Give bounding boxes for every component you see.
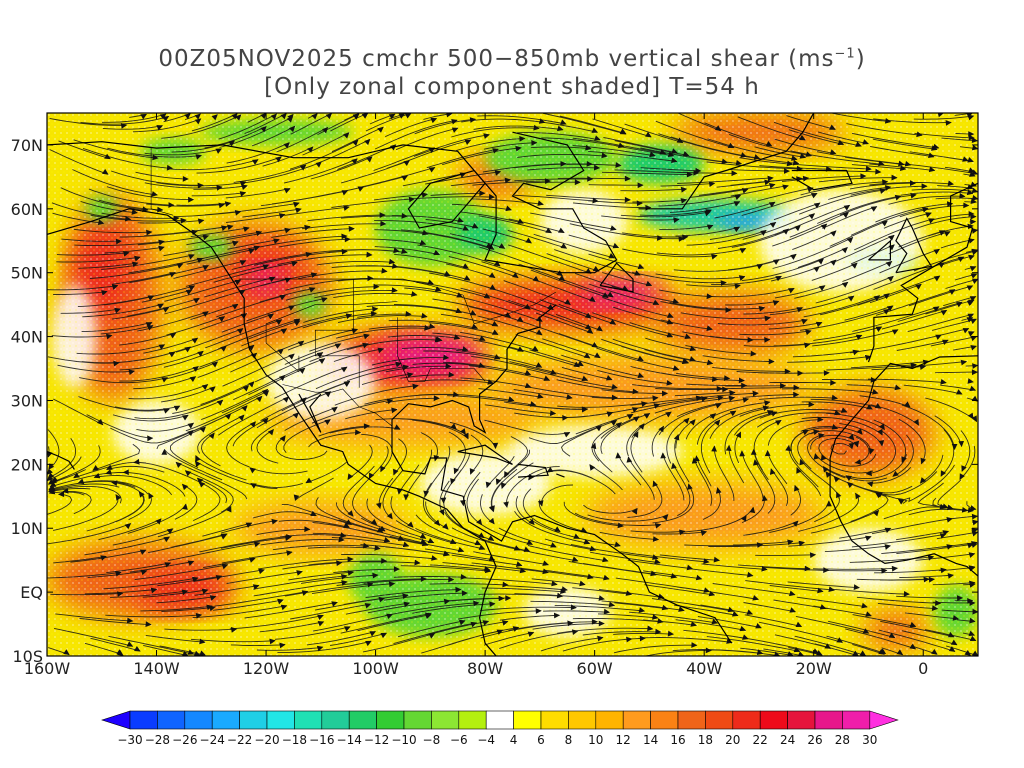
longitude-tick-label: 100W [352, 659, 399, 678]
colorbar-swatch [129, 710, 158, 730]
colorbar-label: 10 [588, 733, 603, 747]
colorbar-label: 24 [780, 733, 795, 747]
colorbar-label: −30 [117, 733, 142, 747]
colorbar-label: 26 [807, 733, 822, 747]
plot-title-line1: 00Z05NOV2025 cmchr 500−850mb vertical sh… [0, 46, 1024, 72]
streamline-arrowheads [47, 113, 978, 656]
colorbar-swatch [705, 710, 734, 730]
colorbar-swatch [595, 710, 624, 730]
latitude-tick-label: 40N [11, 328, 43, 347]
colorbar-label: 16 [670, 733, 685, 747]
colorbar-label: −14 [337, 733, 362, 747]
colorbar-label: 28 [835, 733, 850, 747]
latitude-tick-label: 10N [11, 519, 43, 538]
title-unit-exponent: −1 [834, 46, 856, 62]
colorbar-swatch [787, 710, 816, 730]
colorbar-swatch [321, 710, 350, 730]
latitude-tick-label: EQ [20, 583, 43, 602]
latitude-tick-label: 20N [11, 455, 43, 474]
colorbar-label: −20 [254, 733, 279, 747]
longitude-axis: 160W 140W 120W 100W 80W 60W 40W 20W 0 [24, 113, 928, 678]
title-line1-suffix: ) [855, 46, 866, 72]
colorbar-label: 18 [698, 733, 713, 747]
colorbar-label: −22 [227, 733, 252, 747]
colorbar-swatch [348, 710, 377, 730]
colorbar-label: 30 [862, 733, 877, 747]
map-plot-area [47, 113, 978, 656]
longitude-tick-label: 60W [577, 659, 613, 678]
colorbar-label: −8 [423, 733, 441, 747]
longitude-tick-label: 20W [796, 659, 832, 678]
colorbar-swatch [184, 710, 213, 730]
colorbar-label: −18 [282, 733, 307, 747]
streamlines [47, 113, 978, 656]
colorbar-label: −10 [391, 733, 416, 747]
colorbar-swatch [650, 710, 679, 730]
colorbar-label: −12 [364, 733, 389, 747]
longitude-tick-label: 120W [243, 659, 290, 678]
colorbar-swatch [732, 710, 761, 730]
title-line1-prefix: 00Z05NOV2025 cmchr 500−850mb vertical sh… [158, 46, 835, 72]
colorbar-swatch [842, 710, 871, 730]
colorbar-swatch [157, 710, 186, 730]
colorbar-label: 8 [565, 733, 573, 747]
political-borders [150, 148, 557, 427]
colorbar-swatch [513, 710, 542, 730]
colorbar-max-arrow [869, 710, 899, 730]
colorbar-label: −16 [309, 733, 334, 747]
longitude-tick-label: 160W [24, 659, 71, 678]
longitude-tick-label: 140W [133, 659, 180, 678]
latitude-axis: 70N 60N 50N 40N 30N 20N 10N EQ 10S [11, 136, 978, 666]
colorbar-swatch [239, 710, 268, 730]
colorbar-min-arrow [101, 710, 131, 730]
latitude-tick-label: 30N [11, 391, 43, 410]
latitude-tick-label: 70N [11, 136, 43, 155]
colorbar-swatch [759, 710, 788, 730]
map-frame [46, 112, 979, 657]
colorbar-label: −6 [450, 733, 468, 747]
colorbar-swatch [677, 710, 706, 730]
colorbar-swatch [431, 710, 460, 730]
latitude-tick-label: 60N [11, 200, 43, 219]
colorbar-swatch [403, 710, 432, 730]
latitude-tick-label: 50N [11, 264, 43, 283]
longitude-tick-label: 0 [918, 659, 928, 678]
longitude-tick-label: 40W [686, 659, 722, 678]
colorbar-label: 20 [725, 733, 740, 747]
colorbar-swatch [485, 710, 514, 730]
colorbar-swatch [458, 710, 487, 730]
colorbar: −30 −28 −26 −24 −22 −20 −18 −16 −14 −12 −10 −8 −6 −4 4… [101, 710, 899, 747]
colorbar-label: −4 [477, 733, 495, 747]
colorbar-label: 12 [616, 733, 631, 747]
colorbar-swatch [211, 710, 240, 730]
colorbar-label: 22 [753, 733, 768, 747]
streamline-layer [47, 113, 978, 656]
colorbar-label: −26 [172, 733, 197, 747]
coastlines [47, 113, 978, 656]
colorbar-swatch [376, 710, 405, 730]
colorbar-swatch [622, 710, 651, 730]
colorbar-label: 6 [537, 733, 545, 747]
colorbar-label: −28 [145, 733, 170, 747]
colorbar-swatch [568, 710, 597, 730]
colorbar-swatch [266, 710, 295, 730]
colorbar-label: −24 [200, 733, 225, 747]
plot-title-line2: [Only zonal component shaded] T=54 h [264, 74, 760, 100]
colorbar-swatch [540, 710, 569, 730]
colorbar-swatch [294, 710, 323, 730]
coastline-layer [47, 113, 978, 656]
colorbar-label: 14 [643, 733, 658, 747]
colorbar-swatch [814, 710, 843, 730]
latitude-tick-label: 10S [12, 647, 43, 666]
longitude-tick-label: 80W [467, 659, 503, 678]
colorbar-label: 4 [510, 733, 518, 747]
